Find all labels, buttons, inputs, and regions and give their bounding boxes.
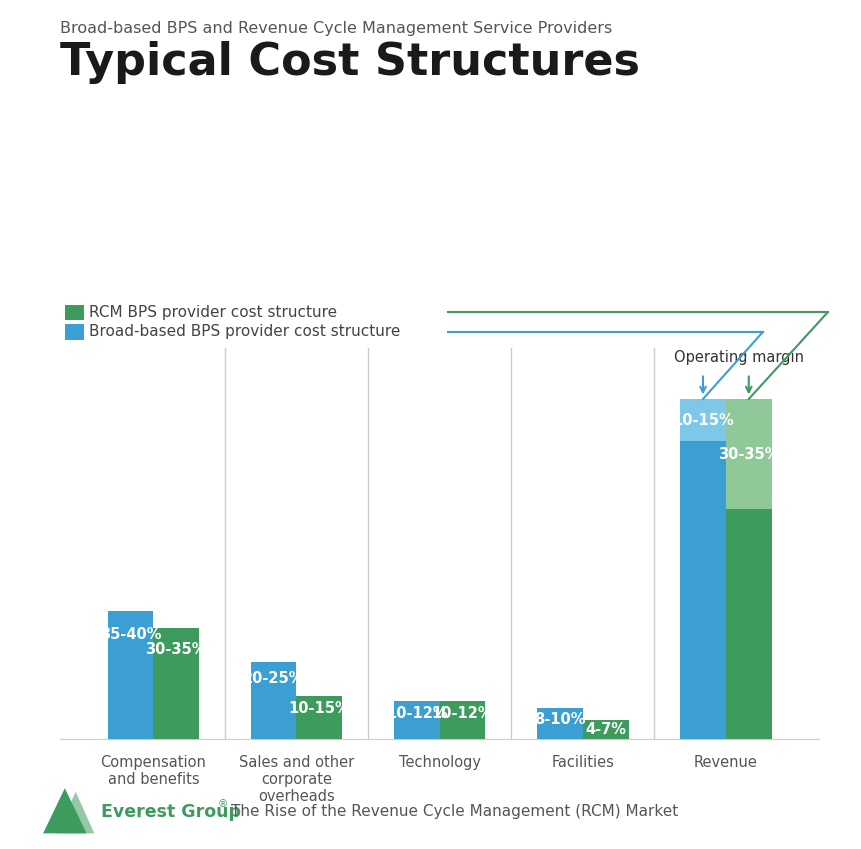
Bar bbox=[679, 441, 725, 739]
Polygon shape bbox=[57, 792, 94, 834]
Text: 4-7%: 4-7% bbox=[585, 722, 625, 737]
Text: Typical Cost Structures: Typical Cost Structures bbox=[60, 41, 640, 84]
Text: 10-12%: 10-12% bbox=[431, 706, 492, 721]
Bar bbox=[393, 701, 439, 739]
Text: RCM BPS provider cost structure: RCM BPS provider cost structure bbox=[89, 305, 337, 320]
Text: 8-10%: 8-10% bbox=[534, 711, 585, 727]
Bar bbox=[251, 662, 296, 739]
Bar bbox=[582, 720, 628, 739]
Text: Broad-based BPS and Revenue Cycle Management Service Providers: Broad-based BPS and Revenue Cycle Manage… bbox=[60, 21, 612, 37]
Text: 30-35%: 30-35% bbox=[146, 642, 207, 656]
Bar bbox=[725, 399, 771, 509]
Bar bbox=[679, 399, 725, 441]
Polygon shape bbox=[43, 788, 86, 834]
Bar bbox=[439, 701, 485, 739]
Bar bbox=[108, 611, 153, 739]
Text: Everest Group: Everest Group bbox=[102, 803, 241, 821]
Text: 35-40%: 35-40% bbox=[100, 627, 161, 642]
Bar bbox=[725, 509, 771, 739]
Text: 30-35%: 30-35% bbox=[717, 447, 778, 462]
Text: The Rise of the Revenue Cycle Management (RCM) Market: The Rise of the Revenue Cycle Management… bbox=[231, 805, 678, 819]
Text: ®: ® bbox=[218, 799, 227, 808]
Bar bbox=[296, 696, 342, 739]
Bar bbox=[153, 628, 199, 739]
Text: 10-15%: 10-15% bbox=[288, 701, 350, 717]
Text: 10-15%: 10-15% bbox=[672, 413, 733, 428]
Text: 20-25%: 20-25% bbox=[243, 672, 304, 686]
Text: 10-12%: 10-12% bbox=[386, 706, 447, 721]
Bar bbox=[536, 708, 582, 739]
Text: Broad-based BPS provider cost structure: Broad-based BPS provider cost structure bbox=[89, 324, 400, 340]
Text: Operating margin: Operating margin bbox=[673, 350, 802, 365]
